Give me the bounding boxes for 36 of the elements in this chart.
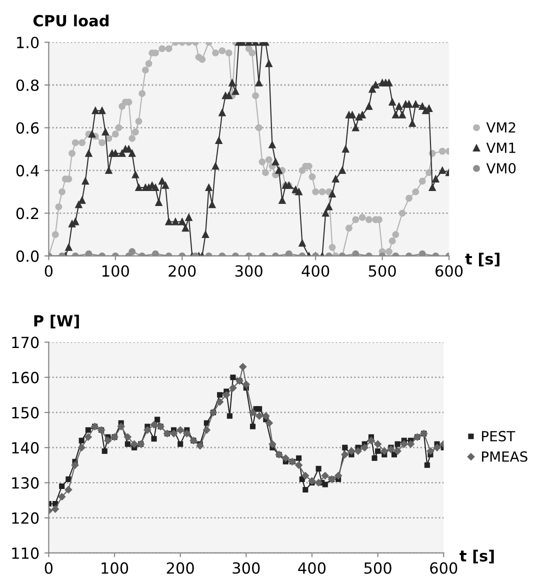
y-tick-label: 160 xyxy=(12,372,39,384)
x-tick-label: 100 xyxy=(102,562,128,574)
x-tick-label: 200 xyxy=(168,265,196,277)
x-tick-label: 300 xyxy=(232,562,260,574)
x-tick-label: 200 xyxy=(166,562,194,574)
x-tick-label: 100 xyxy=(102,265,129,277)
x-tick-label: 500 xyxy=(364,562,392,574)
legend-label: VM0 xyxy=(486,163,516,174)
y-tick-label: 170 xyxy=(12,336,39,348)
y-tick-label: 0.0 xyxy=(16,250,39,262)
legend-label: PMEAS xyxy=(482,451,528,462)
legend-label: PEST xyxy=(482,430,516,442)
y-tick-label: 120 xyxy=(12,512,39,524)
x-tick-label: 400 xyxy=(302,265,330,277)
y-tick-label: 0.4 xyxy=(16,164,39,176)
y-tick-label: 140 xyxy=(12,442,39,454)
y-tick-label: 0.6 xyxy=(16,122,39,134)
y-tick-label: 0.2 xyxy=(16,208,38,220)
x-tick-label: 500 xyxy=(368,265,396,277)
y-tick-label: 0.8 xyxy=(16,79,39,92)
x-tick-label: 400 xyxy=(298,562,326,574)
x-axis-title: t [s] xyxy=(460,550,494,564)
x-tick-label: 600 xyxy=(430,562,458,574)
y-tick-label: 150 xyxy=(12,406,39,418)
y-tick-label: 110 xyxy=(12,547,39,559)
x-tick-label: 600 xyxy=(436,265,463,277)
y-axis-title: CPU load xyxy=(33,14,109,26)
y-tick-label: 1.0 xyxy=(17,36,39,48)
x-tick-label: 0 xyxy=(44,265,53,277)
x-axis-title: t [s] xyxy=(465,252,500,266)
x-tick-label: 0 xyxy=(44,562,53,574)
x-tick-label: 300 xyxy=(235,265,262,277)
y-tick-label: 130 xyxy=(12,477,39,489)
legend-label: VM1 xyxy=(486,142,516,153)
y-axis-title: P [W] xyxy=(34,314,79,328)
legend-label: VM2 xyxy=(486,122,516,133)
